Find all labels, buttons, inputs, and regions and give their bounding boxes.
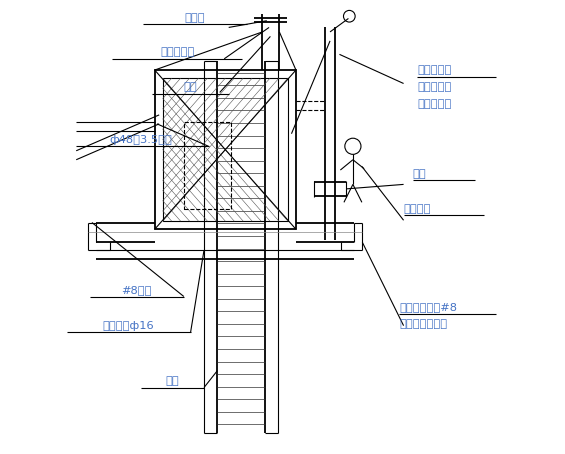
Text: 槽钢用铅丝扎紧: 槽钢用铅丝扎紧 <box>399 319 447 329</box>
Bar <box>155 70 296 229</box>
Text: #8槽钢: #8槽钢 <box>121 285 152 295</box>
Text: ф48＊3.5钢管: ф48＊3.5钢管 <box>110 135 173 145</box>
Text: 脚手板两端与#8: 脚手板两端与#8 <box>399 302 457 312</box>
Bar <box>184 122 231 209</box>
Text: 电焊: 电焊 <box>412 168 427 178</box>
Text: 大钢管套小: 大钢管套小 <box>417 65 451 75</box>
Bar <box>163 78 288 221</box>
Text: 绳梯: 绳梯 <box>184 83 197 93</box>
Text: 施工人员: 施工人员 <box>403 203 431 213</box>
Text: 钢柱: 钢柱 <box>166 376 180 386</box>
Text: 安全带: 安全带 <box>185 13 205 23</box>
Text: 双头螺栓ф16: 双头螺栓ф16 <box>102 321 154 331</box>
Text: 钢管组成活: 钢管组成活 <box>417 83 451 93</box>
Text: 动栏杆立杆: 动栏杆立杆 <box>417 99 451 109</box>
Text: 落差保护器: 落差保护器 <box>160 48 194 58</box>
